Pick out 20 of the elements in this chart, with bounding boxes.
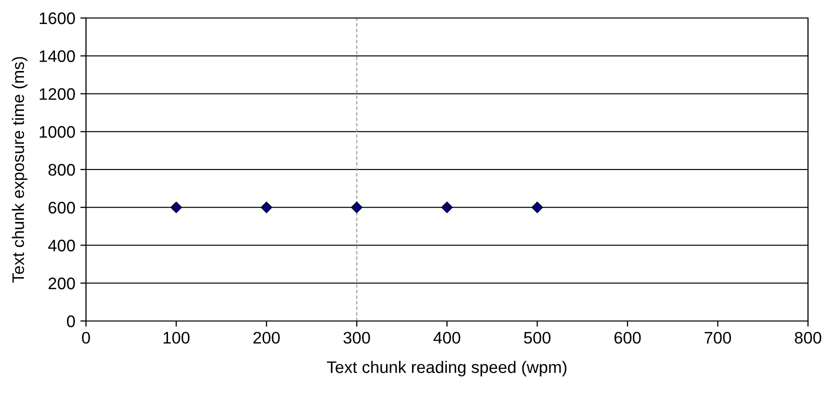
x-tick-label: 100 — [164, 332, 190, 344]
x-tick-label: 600 — [614, 332, 641, 344]
y-tick-label: 800 — [48, 164, 75, 176]
y-axis-title: Text chunk exposure time (ms) — [12, 57, 28, 283]
y-tick-label: 1000 — [40, 126, 75, 138]
x-axis-title: Text chunk reading speed (wpm) — [326, 360, 566, 376]
y-tick-label: 600 — [48, 202, 75, 214]
x-tick-label: 400 — [433, 332, 460, 344]
y-tick-label: 1600 — [40, 12, 75, 24]
x-tick-label: 0 — [82, 332, 90, 344]
x-tick-label: 700 — [704, 332, 732, 344]
y-tick-label: 400 — [48, 240, 75, 252]
y-tick-label: 1400 — [40, 50, 75, 62]
x-tick-label: 800 — [794, 332, 822, 344]
y-tick-label: 1200 — [40, 88, 75, 100]
y-tick-label: 0 — [66, 315, 75, 328]
x-tick-label: 200 — [253, 332, 280, 344]
x-tick-label: 500 — [524, 332, 551, 344]
x-tick-label: 300 — [343, 332, 370, 344]
y-tick-label: 200 — [48, 278, 75, 290]
